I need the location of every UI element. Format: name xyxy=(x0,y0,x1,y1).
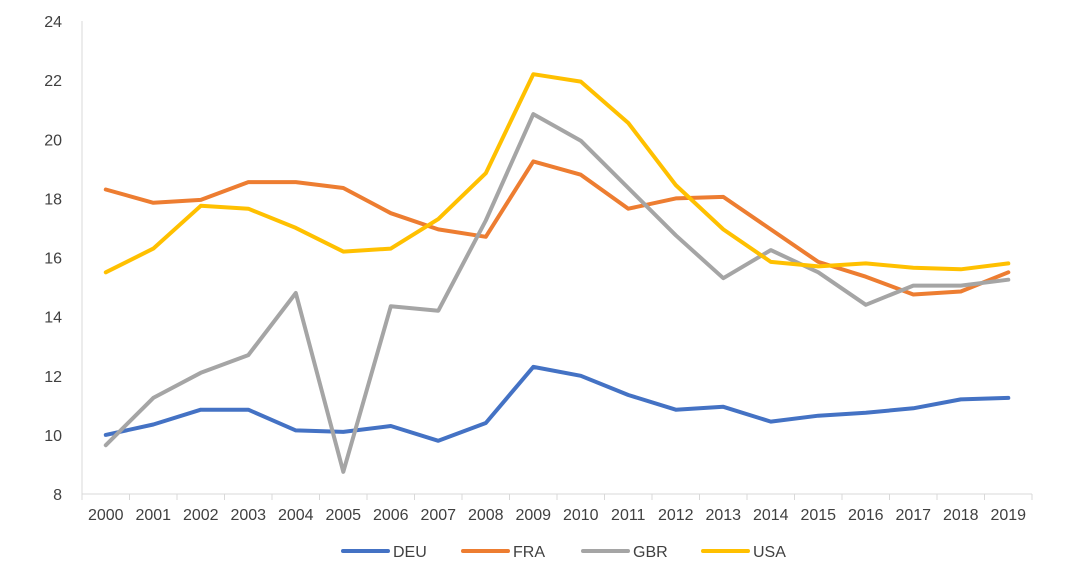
series-line-usa xyxy=(103,72,1011,275)
x-tick-label: 2018 xyxy=(943,507,979,524)
y-tick-label: 14 xyxy=(44,310,62,327)
legend-label-deu: DEU xyxy=(393,544,427,561)
x-tick-label: 2012 xyxy=(658,507,694,524)
y-tick-label: 16 xyxy=(44,251,62,268)
legend-label-usa: USA xyxy=(753,544,786,561)
y-tick-label: 10 xyxy=(44,428,62,445)
x-tick-label: 2011 xyxy=(611,507,646,524)
x-tick-label: 2014 xyxy=(753,507,789,524)
y-tick-label: 20 xyxy=(44,132,62,149)
y-tick-label: 24 xyxy=(44,14,62,31)
x-tick-label: 2009 xyxy=(515,507,551,524)
x-tick-label: 2002 xyxy=(183,507,219,524)
y-tick-label: 8 xyxy=(53,487,62,504)
x-tick-label: 2006 xyxy=(373,507,409,524)
x-tick-label: 2015 xyxy=(800,507,836,524)
y-tick-label: 22 xyxy=(44,73,62,90)
x-tick-label: 2010 xyxy=(563,507,599,524)
legend-label-fra: FRA xyxy=(513,544,545,561)
x-tick-label: 2016 xyxy=(848,507,884,524)
series-line-deu xyxy=(103,364,1011,443)
series-lines xyxy=(103,72,1011,474)
x-tick-label: 2008 xyxy=(468,507,504,524)
x-tick-label: 2017 xyxy=(895,507,931,524)
x-tick-label: 2019 xyxy=(990,507,1026,524)
x-tick-label: 2005 xyxy=(325,507,361,524)
legend-label-gbr: GBR xyxy=(633,544,668,561)
x-tick-label: 2000 xyxy=(88,507,124,524)
axes: 8 10 12 14 16 18 20 22 24 2000 2001 2002 2003 2004 200… xyxy=(44,14,1033,524)
x-tick-label: 2001 xyxy=(135,507,171,524)
series-line-fra xyxy=(103,159,1011,297)
y-tick-label: 18 xyxy=(44,191,62,208)
series-line-gbr xyxy=(103,112,1011,474)
y-tick-label: 12 xyxy=(44,369,62,386)
x-tick-label: 2007 xyxy=(420,507,456,524)
x-tick-label: 2013 xyxy=(705,507,741,524)
legend: DEU FRA GBR USA xyxy=(341,544,786,561)
x-tick-label: 2004 xyxy=(278,507,314,524)
x-tick-label: 2003 xyxy=(230,507,266,524)
